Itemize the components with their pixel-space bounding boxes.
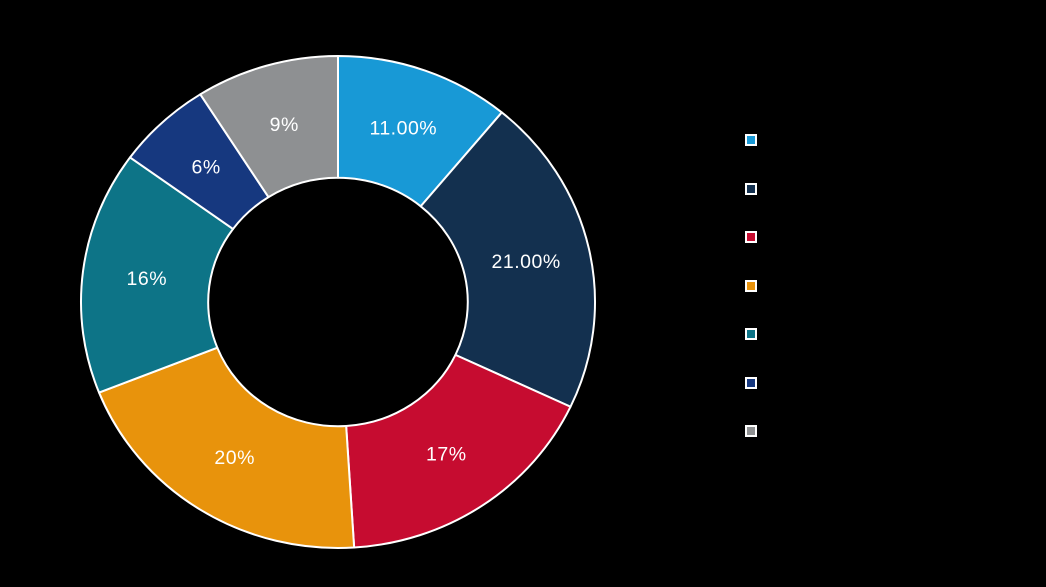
donut-slice [80,156,234,394]
legend-marker [745,425,757,437]
legend-item [745,182,757,195]
donut-slice [345,353,572,549]
slice-label: 9% [270,114,299,136]
slice-label: 20% [214,447,255,469]
slice-label: 6% [192,157,221,179]
legend-marker [745,376,757,389]
donut-slice [199,55,339,199]
legend-item [745,376,757,389]
legend-marker [745,231,757,243]
legend-item [745,425,757,437]
legend-item [745,279,757,292]
legend-marker [745,134,757,146]
legend-item [745,231,757,243]
slice-label: 16% [127,268,168,290]
legend-marker [745,328,757,340]
legend-item [745,328,757,340]
legend-marker [745,182,757,195]
slice-label: 11.00% [369,117,437,139]
legend-marker [745,279,757,292]
slice-label: 21.00% [492,251,561,273]
donut-slice [98,346,356,549]
legend-item [745,134,757,146]
chart-legend [745,134,757,437]
donut-slice [419,111,596,408]
slice-label: 17% [426,444,467,466]
